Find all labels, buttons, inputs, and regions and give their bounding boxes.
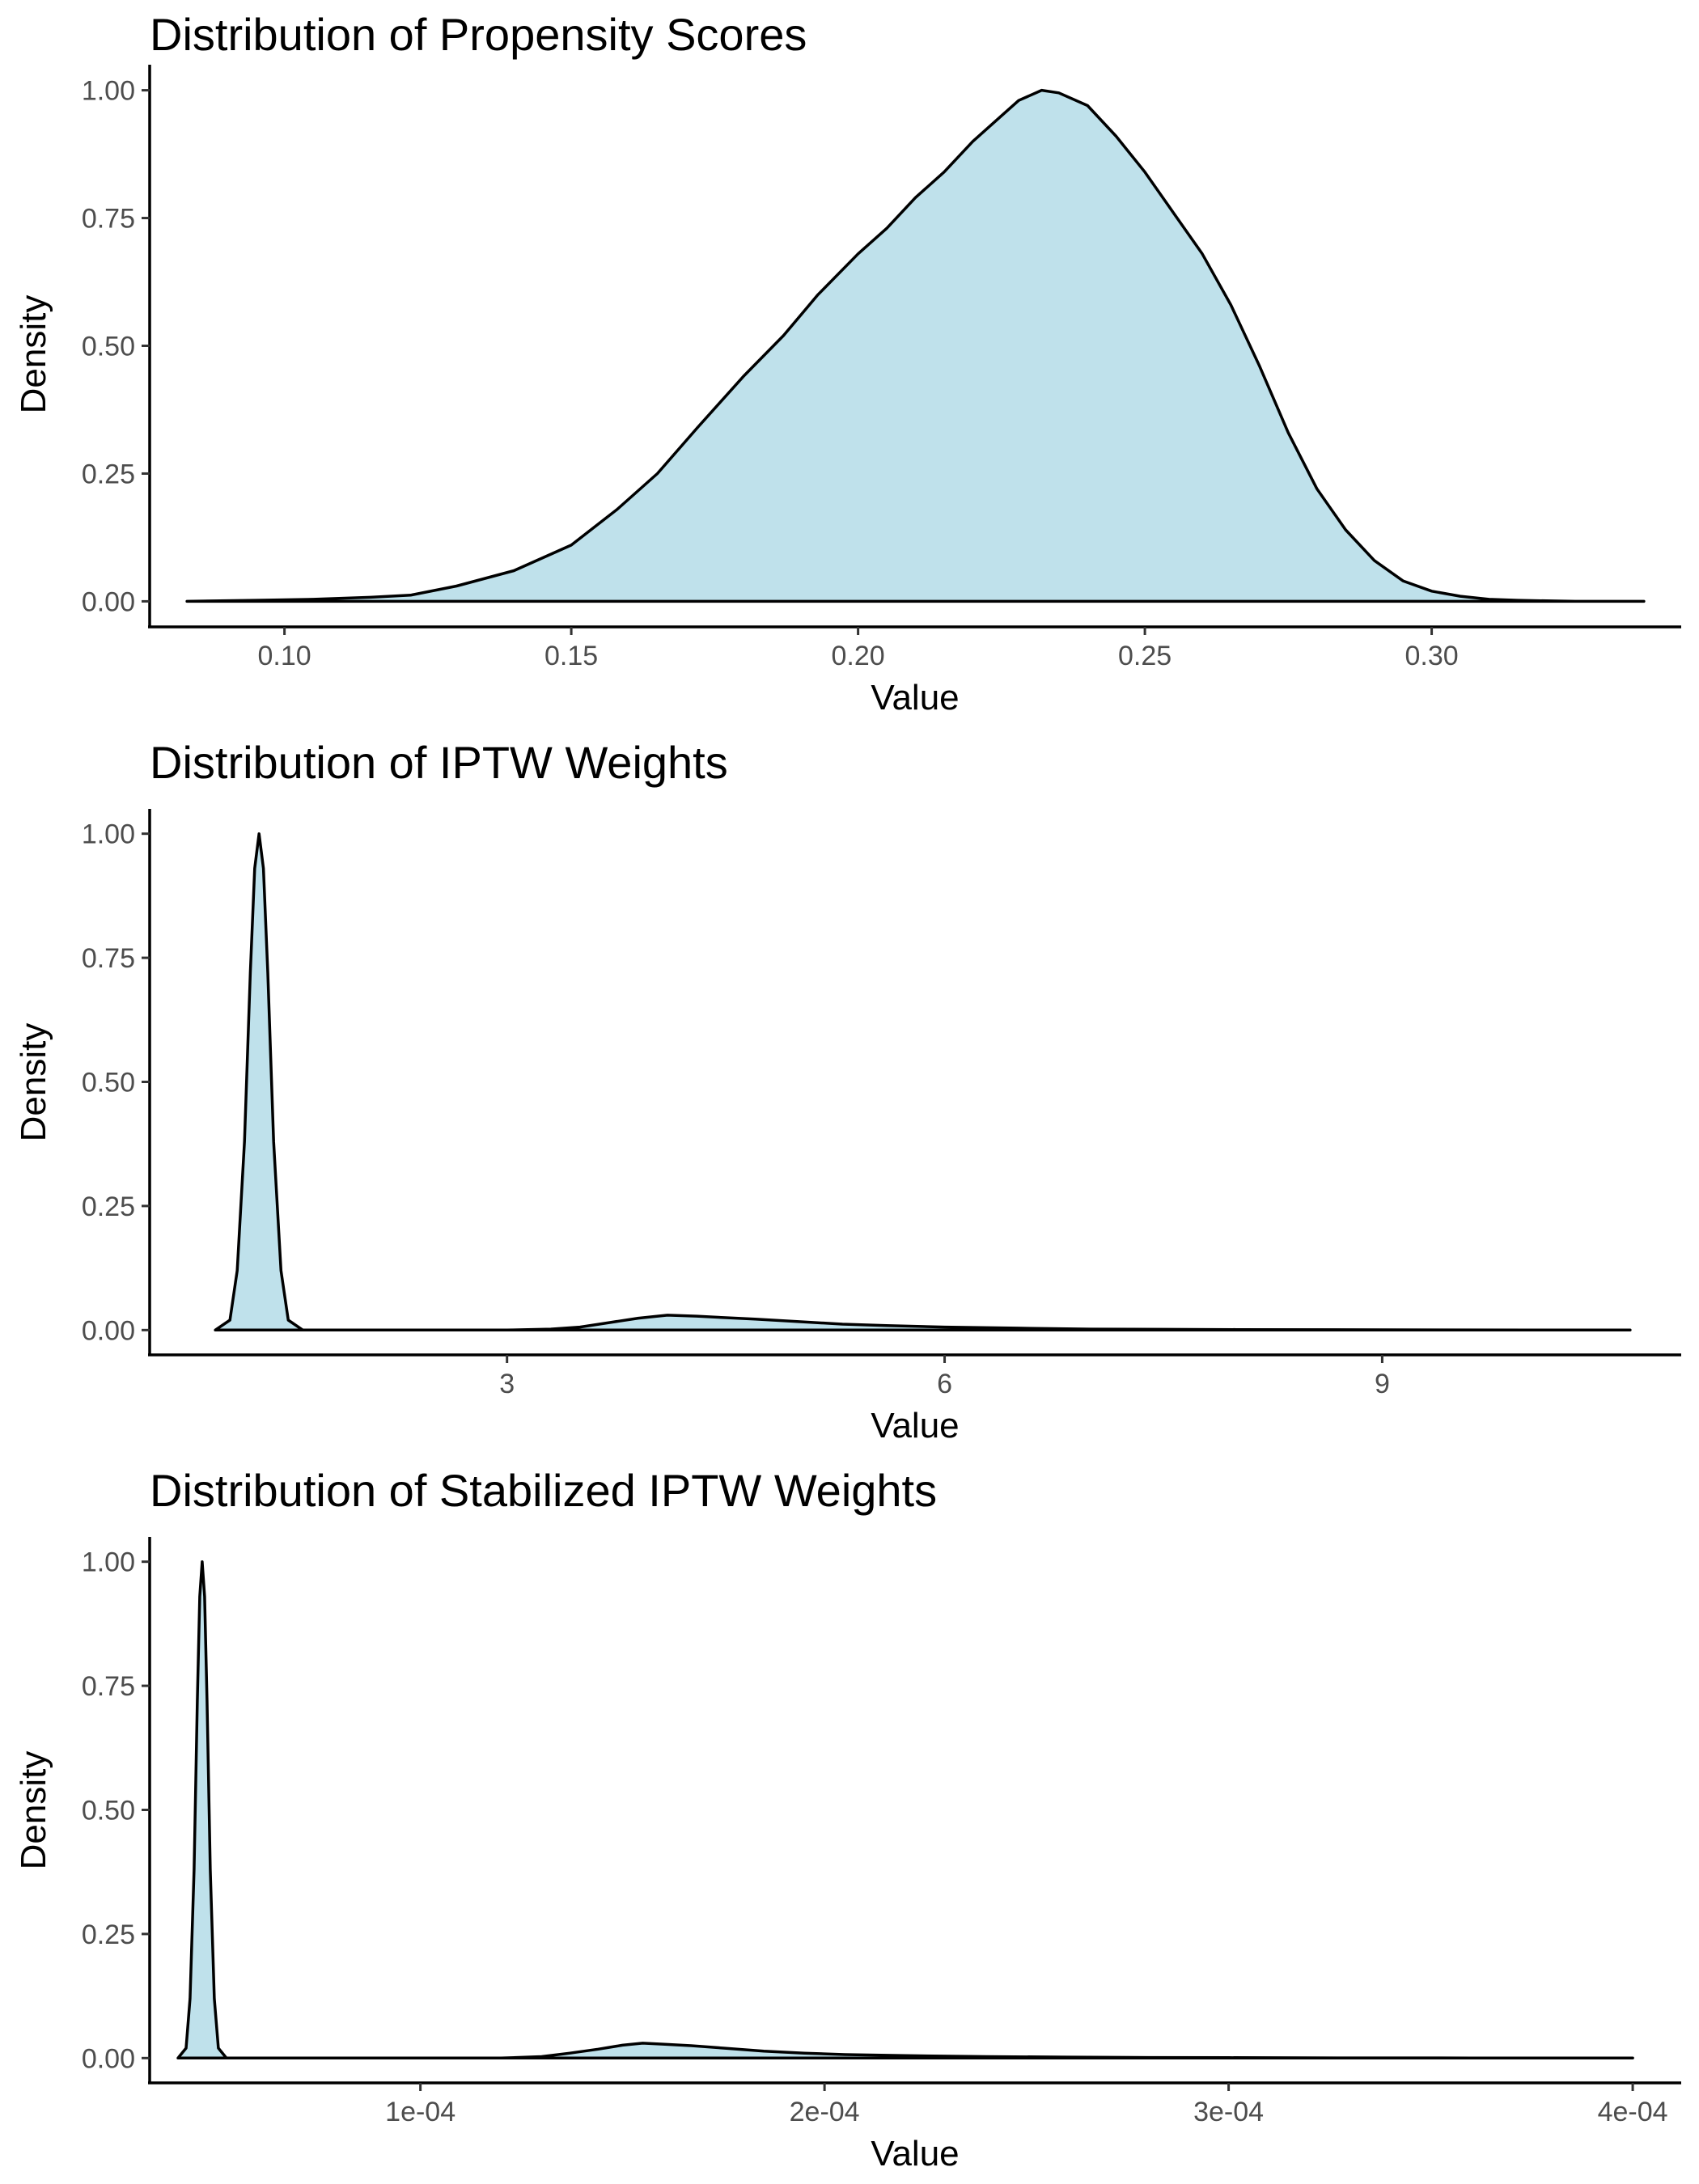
x-tick-label: 1e-04	[385, 2097, 455, 2127]
panel-stabilized-iptw-weights: Distribution of Stabilized IPTW Weights …	[14, 1465, 1681, 2173]
x-tick-label: 4e-04	[1598, 2097, 1668, 2127]
y-axis-title: Density	[14, 1751, 53, 1870]
y-ticks: 0.00 0.25 0.50 0.75 1.00	[82, 819, 150, 1346]
y-tick-label: 0.50	[82, 332, 135, 362]
y-tick-label: 0.25	[82, 1919, 135, 1950]
x-axis-title: Value	[871, 2134, 959, 2173]
x-tick-label: 0.25	[1118, 641, 1172, 671]
x-tick-label: 0.15	[544, 641, 598, 671]
panel-title: Distribution of IPTW Weights	[150, 737, 728, 788]
x-ticks: 0.10 0.15 0.20 0.25 0.30	[258, 627, 1459, 671]
y-tick-label: 1.00	[82, 819, 135, 850]
x-tick-label: 3	[499, 1369, 515, 1399]
y-tick-label: 0.50	[82, 1796, 135, 1826]
y-axis-title: Density	[14, 295, 53, 414]
y-tick-label: 1.00	[82, 1547, 135, 1578]
panel-iptw-weights: Distribution of IPTW Weights 0.00 0.25 0.5…	[14, 737, 1681, 1445]
panel-title: Distribution of Stabilized IPTW Weights	[150, 1465, 937, 1516]
y-tick-label: 1.00	[82, 76, 135, 107]
panel-propensity-scores: Distribution of Propensity Scores 0.000.…	[14, 9, 1681, 717]
x-axis-title: Value	[871, 1406, 959, 1445]
y-tick-label: 0.00	[82, 1315, 135, 1346]
y-axis-title: Density	[14, 1023, 53, 1142]
y-tick-label: 0.75	[82, 204, 135, 235]
density-area-group	[185, 88, 1646, 603]
density-area-series-0	[185, 88, 1646, 603]
y-tick-label: 0.75	[82, 1671, 135, 1702]
panel-title: Distribution of Propensity Scores	[150, 9, 807, 60]
y-tick-label: 0.75	[82, 943, 135, 974]
x-tick-label: 2e-04	[790, 2097, 860, 2127]
x-axis-title: Value	[871, 678, 959, 717]
y-tick-label: 0.25	[82, 1191, 135, 1222]
density-area-series-0	[176, 1560, 1634, 2060]
density-area-group	[176, 1560, 1634, 2060]
y-tick-label: 0.50	[82, 1068, 135, 1098]
y-ticks: 0.00 0.25 0.50 0.75 1.00	[82, 76, 150, 617]
x-tick-label: 0.10	[258, 641, 311, 671]
x-tick-label: 9	[1375, 1369, 1390, 1399]
y-tick-label: 0.00	[82, 2043, 135, 2074]
x-tick-label: 3e-04	[1193, 2097, 1264, 2127]
x-tick-label: 0.30	[1405, 641, 1458, 671]
y-tick-label: 0.25	[82, 459, 135, 489]
density-area-series-0	[214, 832, 1632, 1332]
density-area-group	[214, 832, 1632, 1332]
x-tick-label: 0.20	[832, 641, 885, 671]
y-ticks: 0.00 0.25 0.50 0.75 1.00	[82, 1547, 150, 2074]
x-tick-label: 6	[937, 1369, 952, 1399]
x-ticks: 1e-04 2e-04 3e-04 4e-04	[385, 2083, 1668, 2127]
x-ticks: 3 6 9	[499, 1355, 1390, 1399]
y-tick-label: 0.00	[82, 586, 135, 617]
